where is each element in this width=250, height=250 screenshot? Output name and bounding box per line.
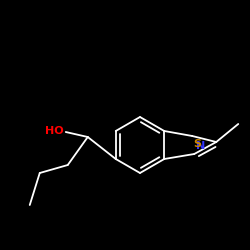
Text: S: S <box>193 139 201 149</box>
Text: N: N <box>196 141 205 151</box>
Text: HO: HO <box>45 126 64 136</box>
